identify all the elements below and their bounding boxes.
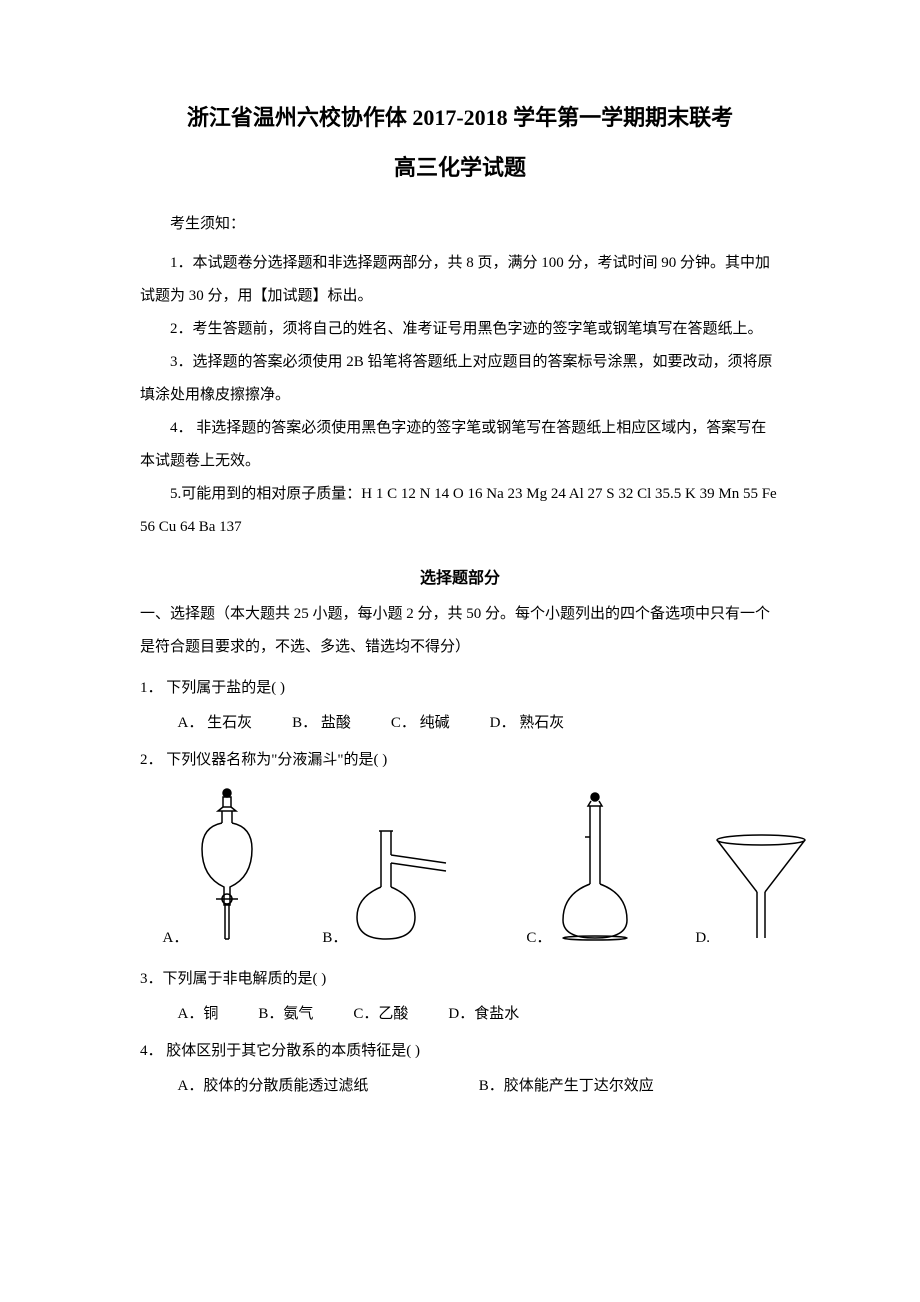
q3-option-b: B．氨气 [258, 998, 313, 1031]
distillation-flask-icon [351, 827, 456, 955]
q1-option-b: B． 盐酸 [292, 707, 351, 740]
q3-option-d: D．食盐水 [448, 998, 519, 1031]
question-3: 3．下列属于非电解质的是( ) A．铜 B．氨气 C．乙酸 D．食盐水 [140, 963, 780, 1031]
question-1: 1． 下列属于盐的是( ) A． 生石灰 B． 盐酸 C． 纯碱 D． 熟石灰 [140, 672, 780, 740]
funnel-icon [714, 832, 809, 955]
instruction-2: 2．考生答题前，须将自己的姓名、准考证号用黑色字迹的签字笔或钢笔填写在答题纸上。 [140, 313, 780, 346]
separating-funnel-icon [192, 787, 262, 955]
question-1-text: 1． 下列属于盐的是( ) [140, 672, 780, 705]
question-4: 4． 胶体区别于其它分散系的本质特征是( ) A．胶体的分散质能透过滤纸 B．胶… [140, 1035, 780, 1103]
q2-option-b-label: B． [322, 922, 347, 955]
question-3-text: 3．下列属于非电解质的是( ) [140, 963, 780, 996]
q3-option-a: A．铜 [178, 998, 219, 1031]
volumetric-flask-icon [555, 792, 635, 955]
q1-option-a: A． 生石灰 [178, 707, 253, 740]
q3-option-c: C．乙酸 [353, 998, 408, 1031]
instruction-4: 4． 非选择题的答案必须使用黑色字迹的签字笔或钢笔写在答题纸上相应区域内，答案写… [140, 412, 780, 478]
instruction-3: 3．选择题的答案必须使用 2B 铅笔将答题纸上对应题目的答案标号涂黑，如要改动，… [140, 346, 780, 412]
exam-title-sub: 高三化学试题 [140, 150, 780, 182]
question-3-options: A．铜 B．氨气 C．乙酸 D．食盐水 [140, 998, 780, 1031]
question-4-options: A．胶体的分散质能透过滤纸 B．胶体能产生丁达尔效应 [140, 1070, 780, 1103]
q2-option-d-label: D. [695, 922, 710, 955]
q1-option-c: C． 纯碱 [391, 707, 450, 740]
instruction-5: 5.可能用到的相对原子质量：H 1 C 12 N 14 O 16 Na 23 M… [140, 478, 780, 544]
question-2-text: 2． 下列仪器名称为"分液漏斗"的是( ) [140, 744, 780, 777]
q4-option-b: B．胶体能产生丁达尔效应 [479, 1070, 780, 1103]
question-2: 2． 下列仪器名称为"分液漏斗"的是( ) A． [140, 744, 780, 959]
instruction-1: 1．本试题卷分选择题和非选择题两部分，共 8 页，满分 100 分，考试时间 9… [140, 247, 780, 313]
question-1-options: A． 生石灰 B． 盐酸 C． 纯碱 D． 熟石灰 [140, 707, 780, 740]
question-2-options: A． [140, 779, 780, 959]
instructions-block: 考生须知： 1．本试题卷分选择题和非选择题两部分，共 8 页，满分 100 分，… [140, 212, 780, 544]
q4-option-a: A．胶体的分散质能透过滤纸 [178, 1070, 479, 1103]
section-description: 一、选择题（本大题共 25 小题，每小题 2 分，共 50 分。每个小题列出的四… [140, 598, 780, 664]
exam-title-main: 浙江省温州六校协作体 2017-2018 学年第一学期期末联考 [140, 100, 780, 132]
question-4-text: 4． 胶体区别于其它分散系的本质特征是( ) [140, 1035, 780, 1068]
q2-option-a-label: A． [163, 922, 189, 955]
q2-option-c-label: C． [526, 922, 551, 955]
instructions-header: 考生须知： [140, 212, 780, 233]
q1-option-d: D． 熟石灰 [490, 707, 565, 740]
section-header: 选择题部分 [140, 564, 780, 588]
